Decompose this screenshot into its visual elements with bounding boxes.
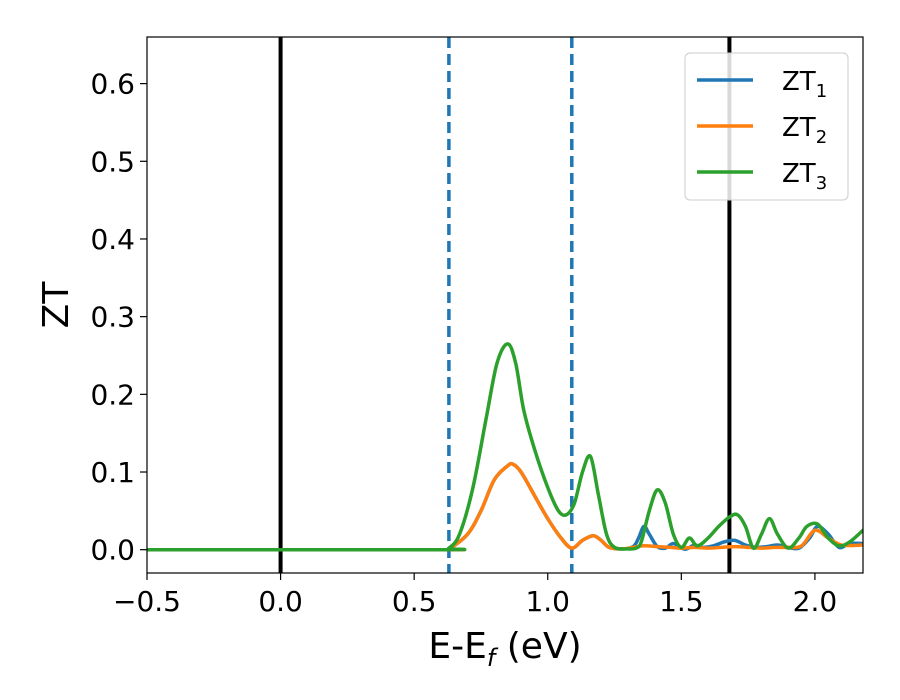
y-tick-label: 0.5 <box>90 145 135 178</box>
x-tick-label: 1.0 <box>525 585 570 618</box>
axes: −0.5 0.0 0.5 1.0 1.5 2.0 0.0 0.1 0.2 0.3 0.4 0.5 0.6… <box>36 36 864 672</box>
x-tick-label: 2.0 <box>793 585 838 618</box>
legend-box <box>684 52 849 201</box>
legend-label-zt2: ZT2 <box>782 113 827 148</box>
x-axis-label-main: E-E <box>428 626 486 667</box>
series-line-zt3 <box>147 342 863 552</box>
y-tick-label: 0.6 <box>90 68 135 101</box>
legend: ZT1 ZT2 ZT3 <box>684 52 849 201</box>
legend-label-zt1: ZT1 <box>782 67 827 102</box>
y-tick-label: 0.0 <box>90 534 135 567</box>
plot-frame <box>146 36 864 574</box>
legend-label-zt3: ZT3 <box>782 159 827 194</box>
x-axis-label-unit: (eV) <box>495 626 581 667</box>
x-tick-label: 0.0 <box>258 585 303 618</box>
series-group <box>147 342 863 552</box>
x-axis-label: E-Ef (eV) <box>428 626 581 672</box>
x-tick-label: 0.5 <box>392 585 437 618</box>
y-tick-label: 0.1 <box>90 456 135 489</box>
y-axis-label: ZT <box>36 281 77 329</box>
y-tick-label: 0.4 <box>90 223 135 256</box>
x-tick-label: −0.5 <box>113 585 181 618</box>
y-tick-label: 0.2 <box>90 378 135 411</box>
x-tick-label: 1.5 <box>659 585 704 618</box>
y-tick-label: 0.3 <box>90 301 135 334</box>
